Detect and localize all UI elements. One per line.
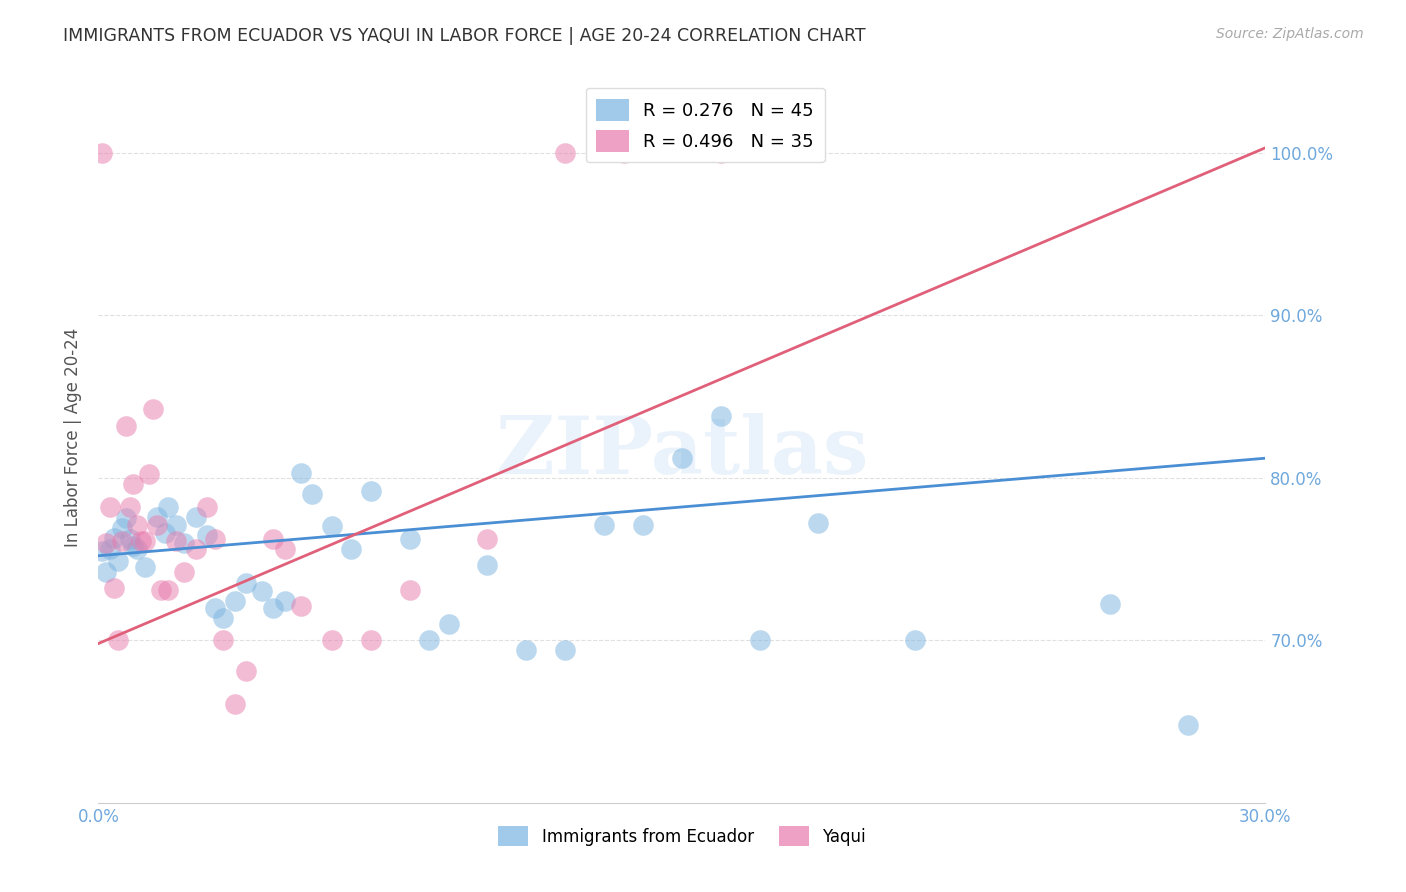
Point [398, 533, 420, 547]
Point [274, 594, 297, 608]
Point [111, 521, 134, 535]
Y-axis label: In Labor Force | Age 20-24: In Labor Force | Age 20-24 [63, 327, 82, 547]
Point [250, 584, 273, 599]
Point [262, 600, 284, 615]
Point [204, 533, 226, 547]
Point [398, 582, 420, 597]
Point [184, 509, 207, 524]
Point [134, 534, 156, 549]
Point [153, 526, 176, 541]
Text: IMMIGRANTS FROM ECUADOR VS YAQUI IN LABOR FORCE | AGE 20-24 CORRELATION CHART: IMMIGRANTS FROM ECUADOR VS YAQUI IN LABO… [63, 27, 866, 45]
Point [340, 542, 363, 557]
Point [360, 483, 382, 498]
Point [321, 519, 343, 533]
Point [114, 418, 136, 433]
Point [122, 477, 145, 491]
Point [127, 542, 149, 557]
Point [593, 517, 616, 532]
Point [107, 633, 129, 648]
Text: ZIPatlas: ZIPatlas [496, 413, 868, 491]
Point [146, 517, 169, 532]
Point [710, 409, 733, 423]
Point [301, 487, 323, 501]
Point [98, 542, 121, 557]
Point [96, 565, 118, 579]
Point [437, 617, 460, 632]
Point [554, 145, 576, 160]
Point [142, 402, 165, 417]
Point [321, 633, 343, 648]
Point [114, 511, 136, 525]
Point [127, 517, 149, 532]
Point [613, 145, 636, 160]
Point [138, 467, 160, 482]
Point [1098, 598, 1121, 612]
Point [91, 145, 114, 160]
Point [165, 517, 187, 532]
Point [165, 534, 187, 549]
Point [1177, 718, 1199, 732]
Point [204, 600, 226, 615]
Point [103, 531, 125, 545]
Point [129, 534, 152, 549]
Point [103, 581, 125, 595]
Point [224, 594, 246, 608]
Point [134, 560, 156, 574]
Point [274, 542, 297, 557]
Point [98, 500, 121, 514]
Point [96, 535, 118, 549]
Point [224, 697, 246, 711]
Point [195, 500, 218, 514]
Point [290, 599, 312, 614]
Point [554, 643, 576, 657]
Point [235, 664, 257, 678]
Point [91, 544, 114, 558]
Point [146, 509, 169, 524]
Point [118, 500, 141, 514]
Legend: Immigrants from Ecuador, Yaqui: Immigrants from Ecuador, Yaqui [492, 820, 872, 853]
Point [184, 542, 207, 557]
Point [290, 466, 312, 480]
Point [212, 633, 235, 648]
Text: Source: ZipAtlas.com: Source: ZipAtlas.com [1216, 27, 1364, 41]
Point [807, 516, 830, 531]
Point [195, 527, 218, 541]
Point [149, 582, 172, 597]
Point [111, 534, 134, 549]
Point [173, 565, 195, 579]
Point [235, 576, 257, 591]
Point [631, 517, 654, 532]
Point [107, 553, 129, 567]
Point [157, 500, 180, 514]
Point [118, 533, 141, 547]
Point [157, 582, 180, 597]
Point [418, 633, 440, 648]
Point [671, 451, 693, 466]
Point [212, 610, 235, 624]
Point [477, 533, 499, 547]
Point [477, 558, 499, 573]
Point [122, 539, 145, 553]
Point [173, 535, 195, 549]
Point [515, 643, 537, 657]
Point [262, 533, 284, 547]
Point [748, 633, 770, 648]
Point [904, 633, 927, 648]
Point [710, 145, 733, 160]
Point [360, 633, 382, 648]
